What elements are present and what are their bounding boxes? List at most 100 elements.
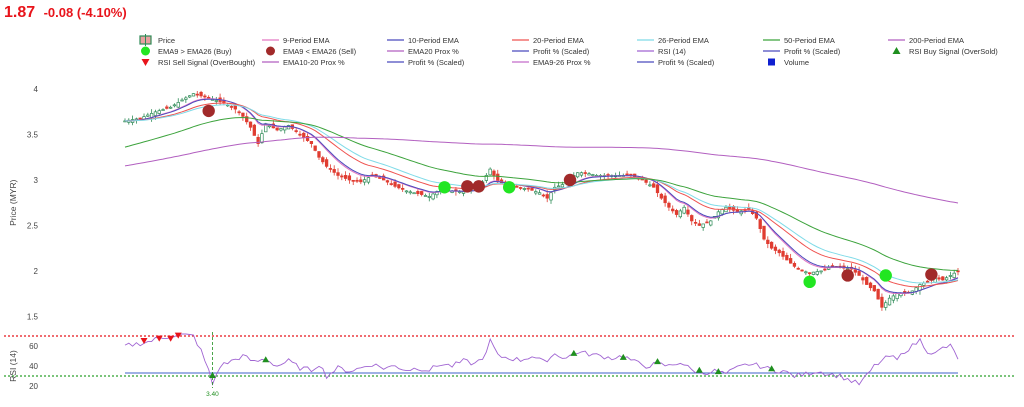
buy-signal-marker[interactable] [438, 181, 451, 194]
candle[interactable] [769, 241, 774, 249]
rsi-line[interactable] [124, 333, 959, 386]
candle[interactable] [203, 95, 207, 98]
candle[interactable] [328, 168, 333, 170]
sell-signal-marker[interactable] [925, 268, 938, 281]
candle[interactable] [682, 206, 686, 214]
candle[interactable] [191, 93, 196, 97]
candle[interactable] [766, 239, 770, 244]
candle[interactable] [583, 172, 587, 174]
rsi-buy-marker[interactable] [714, 368, 722, 375]
legend-item[interactable]: RSI (14) [637, 47, 686, 56]
rsi-sell-marker[interactable] [174, 332, 182, 339]
legend-item[interactable]: 200-Period EMA [888, 36, 964, 45]
candle[interactable] [701, 223, 705, 228]
candle[interactable] [393, 181, 397, 187]
candle[interactable] [416, 191, 420, 194]
ema-line-50[interactable] [124, 116, 958, 271]
candle[interactable] [941, 276, 945, 281]
candle[interactable] [355, 179, 359, 182]
candle[interactable] [404, 190, 409, 193]
candle[interactable] [534, 191, 538, 194]
candle[interactable] [146, 114, 150, 117]
candle[interactable] [819, 270, 823, 273]
candle[interactable] [709, 220, 713, 226]
candle[interactable] [606, 174, 610, 176]
candle[interactable] [690, 215, 694, 222]
legend-item[interactable]: 50-Period EMA [763, 36, 835, 45]
legend-item[interactable]: EMA9 > EMA26 (Buy) [141, 46, 232, 57]
candle[interactable] [275, 127, 279, 131]
legend[interactable]: Price 9-Period EMA 10-Period EMA 20-Period … [139, 34, 998, 67]
candle[interactable] [245, 116, 249, 123]
candle[interactable] [332, 169, 336, 173]
candle[interactable] [256, 136, 260, 144]
candle[interactable] [773, 246, 778, 251]
legend-item[interactable]: Profit % (Scaled) [512, 47, 590, 56]
candle[interactable] [412, 192, 416, 195]
legend-item[interactable]: Volume [768, 58, 809, 67]
candle[interactable] [716, 211, 721, 219]
legend-item[interactable]: Profit % (Scaled) [387, 58, 465, 67]
candle[interactable] [728, 206, 732, 210]
legend-item[interactable]: EMA10-20 Prox % [262, 58, 345, 67]
candle[interactable] [431, 193, 435, 200]
candle[interactable] [884, 302, 888, 308]
legend-item[interactable]: RSI Sell Signal (OverBought) [141, 58, 256, 67]
candle[interactable] [199, 91, 203, 97]
candle[interactable] [857, 270, 861, 276]
candle[interactable] [279, 128, 283, 131]
candle[interactable] [233, 105, 237, 110]
candle[interactable] [229, 106, 234, 108]
candle[interactable] [366, 177, 371, 183]
candle[interactable] [389, 183, 393, 185]
rsi-sell-marker[interactable] [167, 335, 175, 342]
candle[interactable] [720, 209, 724, 215]
candle[interactable] [336, 172, 340, 176]
candle[interactable] [644, 179, 648, 183]
candle[interactable] [705, 221, 709, 224]
ema-line-20[interactable] [124, 102, 959, 288]
candle[interactable] [172, 104, 177, 107]
candle[interactable] [944, 277, 949, 281]
candle[interactable] [176, 102, 180, 108]
candle[interactable] [678, 210, 682, 218]
candle[interactable] [887, 297, 892, 306]
rsi-buy-marker[interactable] [654, 358, 662, 365]
rsi-buy-marker[interactable] [695, 366, 703, 373]
candle[interactable] [781, 251, 785, 257]
candle[interactable] [659, 193, 663, 199]
candle[interactable] [891, 295, 895, 301]
candle[interactable] [138, 117, 142, 120]
candle[interactable] [161, 109, 165, 111]
candle[interactable] [526, 187, 530, 190]
candle[interactable] [484, 175, 488, 181]
candle[interactable] [541, 194, 546, 197]
candle[interactable] [207, 96, 211, 99]
legend-item[interactable]: Profit % (Scaled) [763, 47, 841, 56]
candle[interactable] [556, 185, 561, 188]
candle[interactable] [165, 106, 169, 109]
candle[interactable] [792, 262, 797, 267]
candle[interactable] [804, 271, 808, 274]
candle[interactable] [317, 151, 321, 158]
price-panel[interactable]: 1.5 2 2.5 3 3.5 4 Price (MYR) [8, 85, 960, 321]
buy-signal-marker[interactable] [502, 181, 516, 194]
candle[interactable] [195, 93, 199, 96]
candle[interactable] [518, 187, 523, 189]
rsi-buy-marker[interactable] [262, 356, 270, 363]
candle[interactable] [758, 219, 762, 229]
candle[interactable] [359, 179, 363, 183]
candle[interactable] [876, 288, 880, 300]
candle[interactable] [157, 110, 161, 114]
rsi-buy-marker[interactable] [619, 353, 627, 360]
candle[interactable] [260, 133, 264, 144]
candle[interactable] [587, 173, 591, 176]
candle[interactable] [575, 172, 580, 178]
buy-signal-marker[interactable] [803, 275, 816, 289]
candle[interactable] [385, 180, 390, 183]
legend-item[interactable]: EMA9 < EMA26 (Sell) [266, 46, 357, 57]
sell-signal-marker[interactable] [563, 173, 577, 187]
candle[interactable] [948, 275, 953, 277]
candle[interactable] [674, 210, 679, 215]
